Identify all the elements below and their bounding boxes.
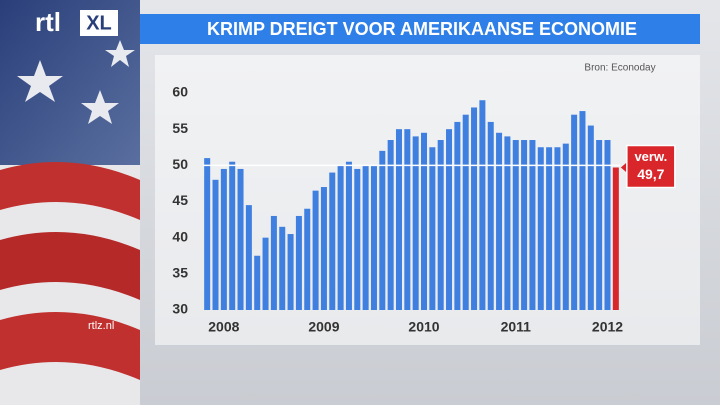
bar	[504, 136, 511, 310]
bar	[471, 107, 478, 310]
bar	[212, 179, 219, 310]
flag	[0, 0, 140, 405]
callout-box	[626, 144, 676, 189]
bar	[596, 140, 603, 310]
bar	[404, 129, 411, 310]
bar	[537, 147, 544, 310]
y-tick-label: 50	[172, 156, 188, 172]
bar	[546, 147, 553, 310]
chart-title: KRIMP DREIGT VOOR AMERIKAANSE ECONOMIE	[207, 19, 637, 39]
bar	[512, 140, 519, 310]
bar	[554, 147, 561, 310]
bar	[579, 111, 586, 310]
bar	[446, 129, 453, 310]
x-tick-label: 2009	[308, 319, 339, 335]
forecast-label: verw.	[634, 149, 667, 164]
bar	[254, 255, 261, 310]
bar	[362, 165, 369, 310]
bar	[304, 208, 311, 310]
bar	[387, 140, 394, 310]
bar	[262, 237, 269, 310]
bar	[237, 168, 244, 310]
bar	[454, 121, 461, 310]
y-tick-label: 35	[172, 265, 188, 281]
bar	[312, 190, 319, 310]
bar	[521, 140, 528, 310]
y-tick-label: 55	[172, 120, 188, 136]
bar	[587, 125, 594, 310]
y-tick-label: 45	[172, 192, 188, 208]
bar	[479, 100, 486, 310]
bar	[604, 140, 611, 310]
bar	[412, 136, 419, 310]
title-bar	[140, 14, 700, 44]
x-tick-label: 2011	[501, 319, 532, 335]
bar	[571, 114, 578, 310]
bar	[395, 129, 402, 310]
bar	[370, 165, 377, 310]
bar	[329, 172, 336, 310]
y-tick-label: 30	[172, 301, 188, 317]
bar	[220, 168, 227, 310]
bar	[204, 158, 211, 310]
bar	[487, 121, 494, 310]
bar	[270, 215, 277, 310]
bar	[354, 168, 361, 310]
bar	[379, 150, 386, 310]
site-url: rtlz.nl	[88, 320, 114, 332]
bar	[529, 140, 536, 310]
x-tick-label: 2012	[592, 319, 623, 335]
bar	[496, 132, 503, 310]
x-tick-label: 2010	[408, 319, 439, 335]
bar	[462, 114, 469, 310]
bar	[229, 161, 236, 310]
forecast-value-label: 49,7	[637, 166, 664, 182]
bar	[295, 215, 302, 310]
x-tick-label: 2008	[208, 319, 239, 335]
logo: rtl	[35, 7, 61, 37]
plot: 30 35 40 45 50 55 60 2008 2009 2010 2011 2012 verw. 4…	[172, 84, 676, 335]
bar	[437, 140, 444, 310]
source: Bron: Econoday	[584, 63, 655, 74]
bar	[279, 226, 286, 310]
y-tick-label: 60	[172, 84, 188, 100]
bar	[421, 132, 428, 310]
bar	[337, 165, 344, 310]
bar	[345, 161, 352, 310]
logo-badge-text: XL	[86, 12, 112, 34]
bar	[287, 234, 294, 310]
logo-badge	[80, 10, 118, 36]
bar	[320, 187, 327, 310]
bar	[612, 167, 619, 310]
bar	[562, 143, 569, 310]
bar	[429, 147, 436, 310]
bar	[245, 205, 252, 310]
y-tick-label: 40	[172, 228, 188, 244]
